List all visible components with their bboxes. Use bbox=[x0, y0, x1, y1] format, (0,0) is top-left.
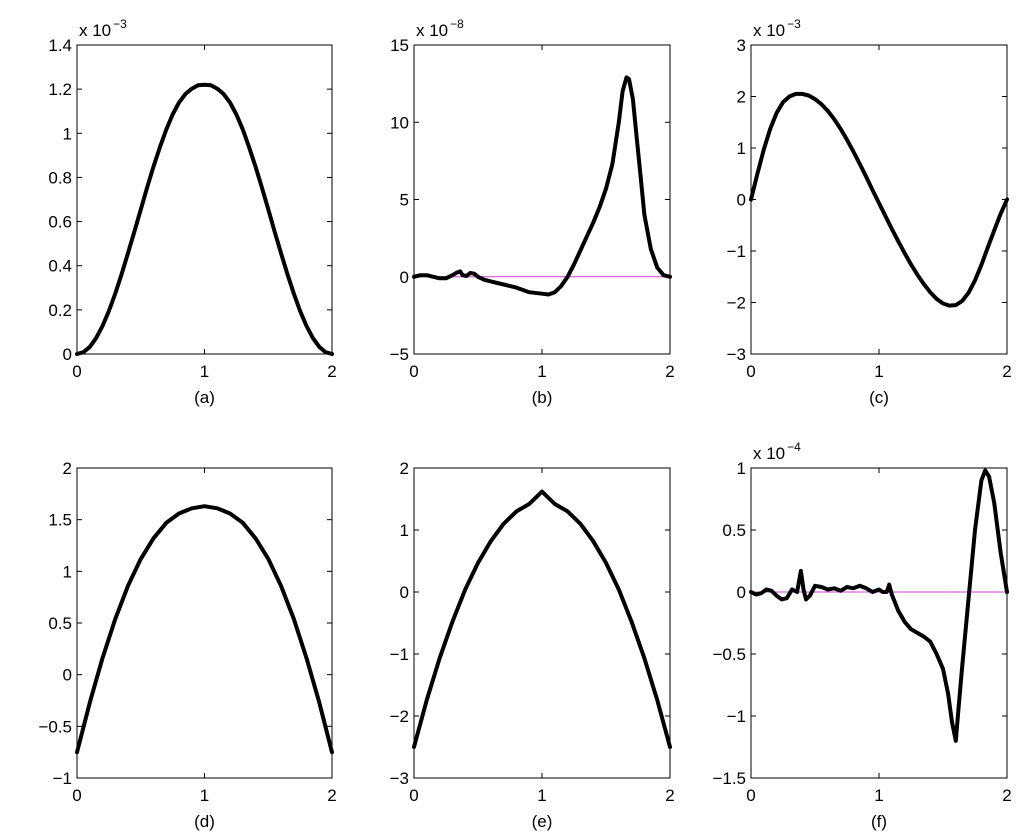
y-tick-label: 0.8 bbox=[48, 168, 72, 187]
y-tick-label: 3 bbox=[737, 36, 746, 55]
y-tick-label: 0.2 bbox=[48, 301, 72, 320]
axis-exponent-label: x 10 −4 bbox=[753, 440, 801, 463]
y-tick-label: 1 bbox=[737, 459, 746, 478]
y-tick-label: 1.2 bbox=[48, 80, 72, 99]
series-line bbox=[749, 91, 1009, 308]
series-line bbox=[749, 468, 1009, 743]
y-tick-label: 1.4 bbox=[48, 36, 72, 55]
y-tick-label: −0.5 bbox=[712, 645, 746, 664]
y-tick-label: 0 bbox=[737, 583, 746, 602]
subplot-f: 0 1 2 −1.5 −1 −0.5 0 0.5 1 x 10 −4 (f) bbox=[712, 440, 1011, 831]
y-tick-label: −3 bbox=[727, 345, 746, 364]
subplot-a: 0 1 2 0 0.2 0.4 0.6 0.8 1 1.2 1.4 x 10 −3 (a) bbox=[48, 17, 336, 407]
y-tick-label: 1 bbox=[63, 562, 72, 581]
y-tick-label: −1 bbox=[53, 769, 72, 788]
x-tick-label: 2 bbox=[327, 362, 336, 381]
exponent-power: −8 bbox=[450, 17, 464, 31]
y-tick-label: 0.4 bbox=[48, 257, 72, 276]
exponent-base: x 10 bbox=[79, 21, 111, 40]
subplot-caption: (f) bbox=[871, 812, 887, 831]
x-tick-label: 0 bbox=[409, 362, 418, 381]
x-tick-label: 1 bbox=[200, 362, 209, 381]
y-tick-label: 1 bbox=[400, 521, 409, 540]
exponent-base: x 10 bbox=[753, 444, 785, 463]
subplot-caption: (b) bbox=[532, 388, 553, 407]
series-line bbox=[412, 75, 672, 297]
y-tick-label: −1 bbox=[727, 707, 746, 726]
x-tick-label: 2 bbox=[665, 786, 674, 805]
x-tick-label: 0 bbox=[409, 786, 418, 805]
series-line bbox=[75, 504, 334, 755]
axes-frame bbox=[76, 44, 333, 355]
subplot-caption: (e) bbox=[532, 812, 553, 831]
y-tick-label: 0 bbox=[63, 345, 72, 364]
y-tick-label: 2 bbox=[63, 459, 72, 478]
y-tick-label: 0 bbox=[63, 666, 72, 685]
subplot-caption: (a) bbox=[194, 388, 215, 407]
y-tick-label: 1 bbox=[63, 124, 72, 143]
x-tick-label: 0 bbox=[72, 362, 81, 381]
y-tick-label: 1.5 bbox=[48, 511, 72, 530]
y-tick-label: 1 bbox=[737, 139, 746, 158]
exponent-base: x 10 bbox=[416, 21, 448, 40]
y-tick-label: 10 bbox=[390, 113, 409, 132]
y-tick-label: −0.5 bbox=[38, 717, 72, 736]
x-tick-label: 0 bbox=[746, 362, 755, 381]
exponent-power: −3 bbox=[787, 17, 801, 31]
x-tick-label: 1 bbox=[874, 362, 883, 381]
x-tick-label: 0 bbox=[746, 786, 755, 805]
y-tick-label: −3 bbox=[390, 769, 409, 788]
y-tick-label: −2 bbox=[390, 707, 409, 726]
y-tick-label: 2 bbox=[400, 459, 409, 478]
x-tick-label: 0 bbox=[72, 786, 81, 805]
subplot-caption: (d) bbox=[194, 812, 215, 831]
exponent-base: x 10 bbox=[753, 21, 785, 40]
axis-exponent-label: x 10 −8 bbox=[416, 17, 464, 40]
y-tick-label: −1.5 bbox=[712, 769, 746, 788]
subplot-d: 0 1 2 −1 −0.5 0 0.5 1 1.5 2 (d) bbox=[38, 459, 336, 831]
x-tick-label: 1 bbox=[874, 786, 883, 805]
y-tick-label: −5 bbox=[390, 345, 409, 364]
axis-exponent-label: x 10 −3 bbox=[79, 17, 127, 40]
y-tick-label: −1 bbox=[727, 242, 746, 261]
axis-exponent-label: x 10 −3 bbox=[753, 17, 801, 40]
x-tick-label: 1 bbox=[537, 786, 546, 805]
x-tick-label: 1 bbox=[537, 362, 546, 381]
y-tick-label: 0 bbox=[400, 268, 409, 287]
series-line bbox=[412, 489, 672, 749]
exponent-power: −3 bbox=[113, 17, 127, 31]
subplot-e: 0 1 2 −3 −2 −1 0 1 2 (e) bbox=[390, 459, 675, 831]
y-tick-label: −1 bbox=[390, 645, 409, 664]
y-tick-label: 0.5 bbox=[48, 614, 72, 633]
x-tick-label: 1 bbox=[200, 786, 209, 805]
subplot-caption: (c) bbox=[869, 388, 889, 407]
y-tick-label: 5 bbox=[400, 191, 409, 210]
series-line bbox=[75, 82, 334, 356]
y-tick-label: 0.5 bbox=[722, 521, 746, 540]
y-tick-label: 0 bbox=[737, 191, 746, 210]
x-tick-label: 2 bbox=[1002, 786, 1011, 805]
y-tick-label: 0 bbox=[400, 583, 409, 602]
x-tick-label: 2 bbox=[1002, 362, 1011, 381]
axes-frame bbox=[750, 467, 1008, 779]
y-tick-label: 0.6 bbox=[48, 213, 72, 232]
y-tick-label: 2 bbox=[737, 88, 746, 107]
y-tick-label: 15 bbox=[390, 36, 409, 55]
y-tick-label: −2 bbox=[727, 294, 746, 313]
x-tick-label: 2 bbox=[327, 786, 336, 805]
x-tick-label: 2 bbox=[665, 362, 674, 381]
exponent-power: −4 bbox=[787, 440, 801, 454]
